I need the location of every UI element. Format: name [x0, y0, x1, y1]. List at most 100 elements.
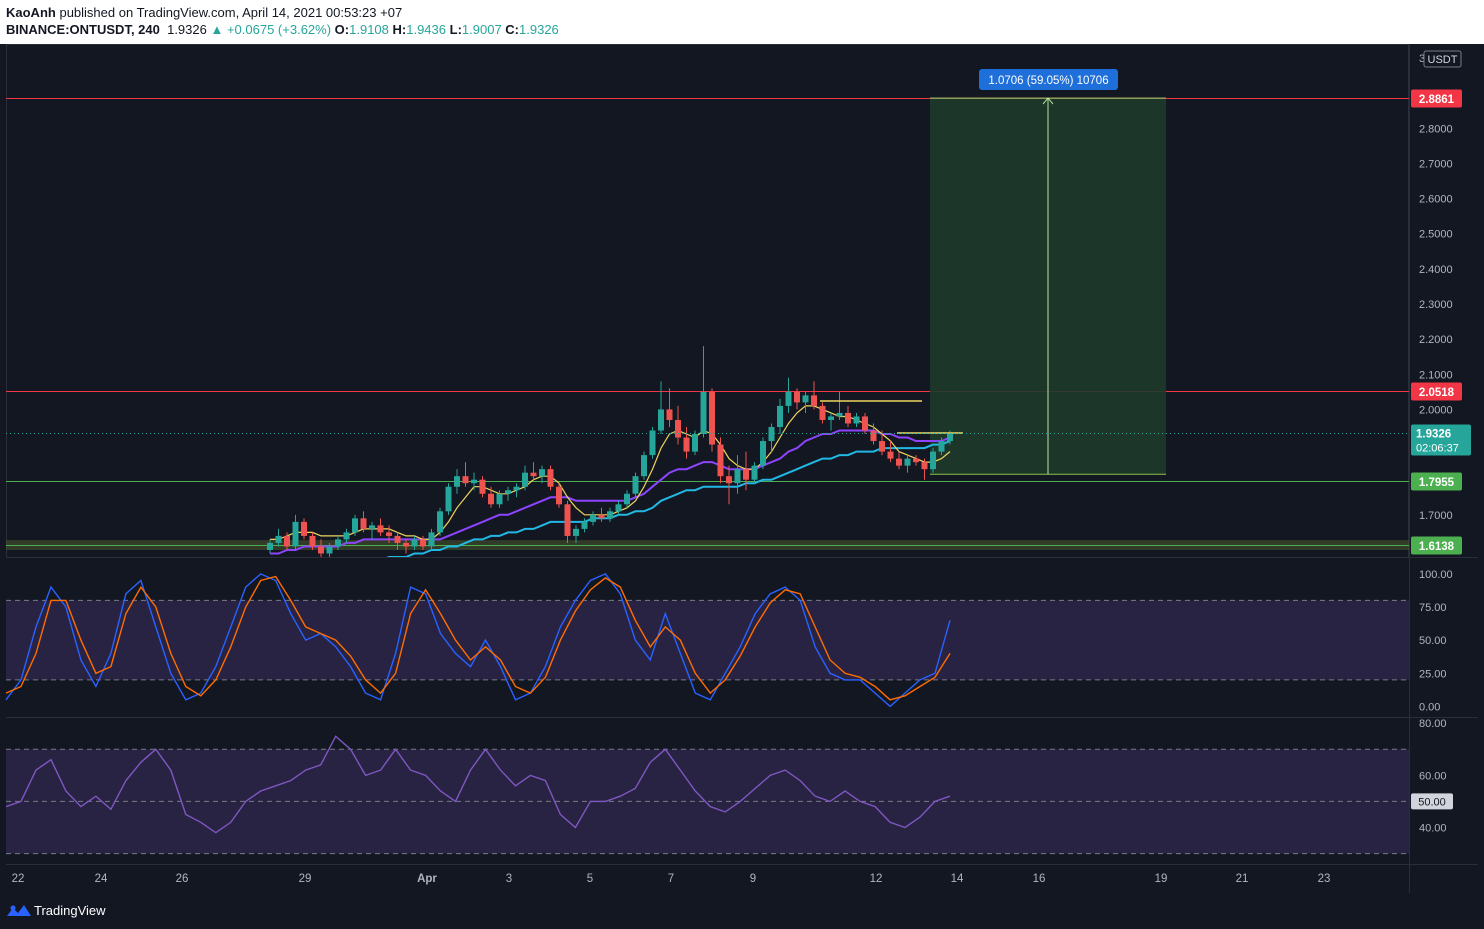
candle[interactable]: [845, 412, 851, 424]
candle[interactable]: [641, 455, 647, 477]
candle[interactable]: [658, 409, 664, 431]
candle[interactable]: [454, 476, 460, 487]
currency-badge[interactable]: [1423, 50, 1462, 68]
candle[interactable]: [403, 542, 409, 547]
candle[interactable]: [760, 441, 766, 466]
candle[interactable]: [411, 539, 418, 547]
candle[interactable]: [352, 518, 358, 533]
candle[interactable]: [505, 490, 511, 494]
candle[interactable]: [386, 532, 392, 536]
candle[interactable]: [547, 469, 554, 487]
candle[interactable]: [564, 504, 571, 536]
candle[interactable]: [751, 465, 758, 480]
price-tick-2: 2.7000: [1419, 158, 1453, 170]
candle[interactable]: [675, 419, 681, 438]
rsi-value-label: 50.00: [1418, 796, 1446, 808]
target-label-box[interactable]: [979, 69, 1118, 90]
footer-brand[interactable]: TradingView: [34, 903, 106, 918]
candle[interactable]: [624, 493, 630, 505]
candle[interactable]: [717, 444, 724, 477]
chart-canvas[interactable]: 1.0706 (59.05%) 10706 22 24 26 29 Apr 3 5 7 9 12 1…: [0, 44, 1484, 893]
candle[interactable]: [777, 405, 783, 427]
candle[interactable]: [887, 451, 894, 459]
candle[interactable]: [802, 395, 809, 403]
candle[interactable]: [539, 469, 545, 477]
candle[interactable]: [522, 472, 528, 487]
candle[interactable]: [292, 521, 299, 547]
candle[interactable]: [743, 469, 749, 480]
candle[interactable]: [649, 430, 656, 456]
candle[interactable]: [267, 542, 273, 550]
candle[interactable]: [445, 486, 452, 512]
ma-mid-line[interactable]: [270, 429, 951, 555]
candle[interactable]: [581, 521, 588, 529]
candle[interactable]: [437, 511, 443, 533]
candle[interactable]: [471, 479, 477, 484]
candle[interactable]: [309, 535, 316, 547]
candle[interactable]: [343, 532, 350, 540]
candle[interactable]: [853, 416, 860, 424]
candle[interactable]: [862, 416, 868, 431]
candle[interactable]: [692, 434, 698, 452]
candle[interactable]: [700, 391, 707, 435]
candle[interactable]: [284, 535, 290, 547]
candle[interactable]: [913, 458, 919, 463]
candle[interactable]: [785, 391, 792, 406]
author-name[interactable]: KaoAnh: [6, 5, 56, 20]
candle[interactable]: [420, 539, 426, 547]
candle[interactable]: [607, 511, 613, 519]
candle[interactable]: [326, 546, 333, 554]
candle[interactable]: [369, 525, 375, 529]
candle[interactable]: [768, 426, 775, 442]
level-label-0: 2.8861: [1419, 94, 1455, 106]
candle[interactable]: [615, 504, 622, 512]
candle[interactable]: [811, 395, 817, 406]
candle[interactable]: [573, 528, 579, 536]
rsi-band: [6, 749, 1409, 854]
candle[interactable]: [938, 441, 945, 452]
candle[interactable]: [479, 479, 486, 494]
candle[interactable]: [394, 535, 401, 543]
candle[interactable]: [488, 493, 494, 505]
candle[interactable]: [879, 441, 885, 452]
candle[interactable]: [930, 451, 936, 470]
candle[interactable]: [598, 514, 605, 519]
candle[interactable]: [360, 518, 367, 529]
candle[interactable]: [921, 462, 928, 470]
candle[interactable]: [556, 486, 562, 505]
rsi-line-rsi[interactable]: [5, 735, 951, 834]
candle[interactable]: [819, 405, 826, 420]
stoch-line-d[interactable]: [5, 575, 951, 701]
candle[interactable]: [428, 532, 435, 547]
candle[interactable]: [590, 514, 596, 522]
symbol-label[interactable]: BINANCE:ONTUSDT, 240: [6, 22, 160, 37]
candle[interactable]: [896, 458, 902, 466]
tradingview-logo-icon[interactable]: [6, 903, 32, 919]
time-tick-7: 7: [668, 873, 674, 885]
candle[interactable]: [318, 546, 324, 554]
candle[interactable]: [335, 539, 341, 547]
candle[interactable]: [947, 434, 953, 442]
candle[interactable]: [496, 493, 503, 505]
candle[interactable]: [904, 458, 911, 466]
candle[interactable]: [513, 486, 520, 491]
candle[interactable]: [632, 476, 639, 494]
candle[interactable]: [828, 416, 834, 420]
candle[interactable]: [377, 525, 384, 533]
candle[interactable]: [734, 469, 741, 484]
footer: TradingView: [0, 893, 1484, 929]
candle[interactable]: [794, 391, 800, 403]
last-price-badge: [1411, 424, 1471, 456]
candle[interactable]: [870, 430, 877, 442]
candle[interactable]: [530, 472, 537, 477]
time-tick-1: 24: [95, 873, 108, 885]
candle[interactable]: [836, 412, 843, 417]
candle[interactable]: [683, 437, 690, 452]
level-badge-0: [1411, 89, 1462, 108]
candle[interactable]: [666, 409, 673, 420]
candle[interactable]: [275, 535, 282, 543]
candle[interactable]: [462, 476, 469, 484]
candle[interactable]: [726, 476, 732, 484]
candle[interactable]: [709, 391, 715, 445]
candle[interactable]: [301, 521, 307, 536]
